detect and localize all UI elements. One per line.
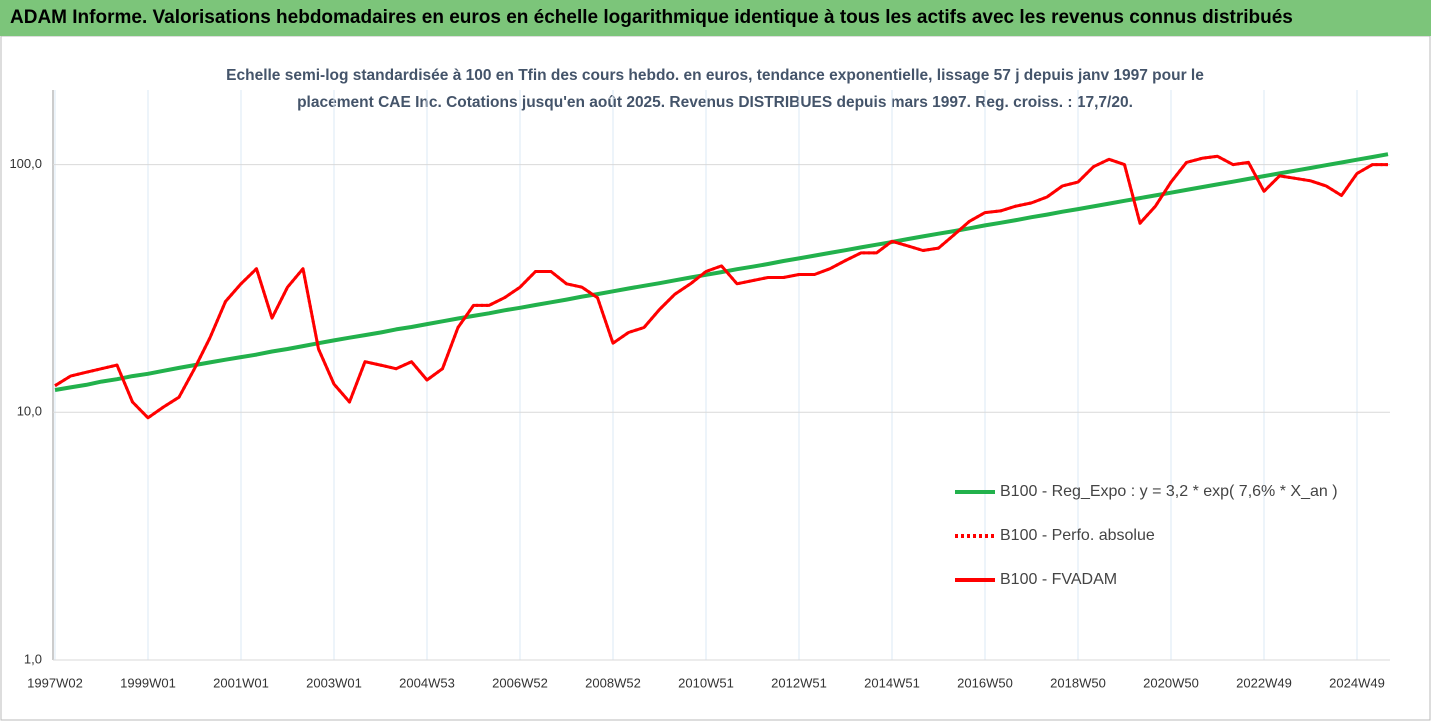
header-title: ADAM Informe. Valorisations hebdomadaire… [0, 0, 1431, 36]
y-tick-label: 10,0 [17, 404, 42, 419]
x-tick-label: 2006W52 [492, 675, 548, 690]
series-line [54, 152, 1389, 392]
x-tick-label: 2020W50 [1143, 675, 1199, 690]
x-tick-label: 1997W02 [27, 675, 83, 690]
legend-label: B100 - Reg_Expo : y = 3,2 * exp( 7,6% * … [1000, 483, 1338, 500]
x-tick-label: 1999W01 [120, 675, 176, 690]
legend-label: B100 - FVADAM [1000, 571, 1117, 588]
x-tick-label: 2018W50 [1050, 675, 1106, 690]
x-tick-label: 2016W50 [957, 675, 1013, 690]
x-tick-label: 2024W49 [1329, 675, 1385, 690]
x-tick-label: 2022W49 [1236, 675, 1292, 690]
y-tick-label: 100,0 [9, 156, 42, 171]
y-tick-label: 1,0 [24, 651, 42, 666]
x-tick-label: 2010W51 [678, 675, 734, 690]
x-tick-label: 2008W52 [585, 675, 641, 690]
series-line [54, 154, 1388, 420]
chart-frame [0, 35, 1431, 721]
legend-label: B100 - Perfo. absolue [1000, 527, 1155, 544]
subtitle: placement CAE Inc. Cotations jusqu'en ao… [297, 94, 1133, 111]
x-tick-label: 2012W51 [771, 675, 827, 690]
x-tick-label: 2003W01 [306, 675, 362, 690]
x-tick-label: 2001W01 [213, 675, 269, 690]
x-tick-label: 2014W51 [864, 675, 920, 690]
subtitle: Echelle semi-log standardisée à 100 en T… [226, 67, 1204, 84]
x-tick-label: 2004W53 [399, 675, 455, 690]
